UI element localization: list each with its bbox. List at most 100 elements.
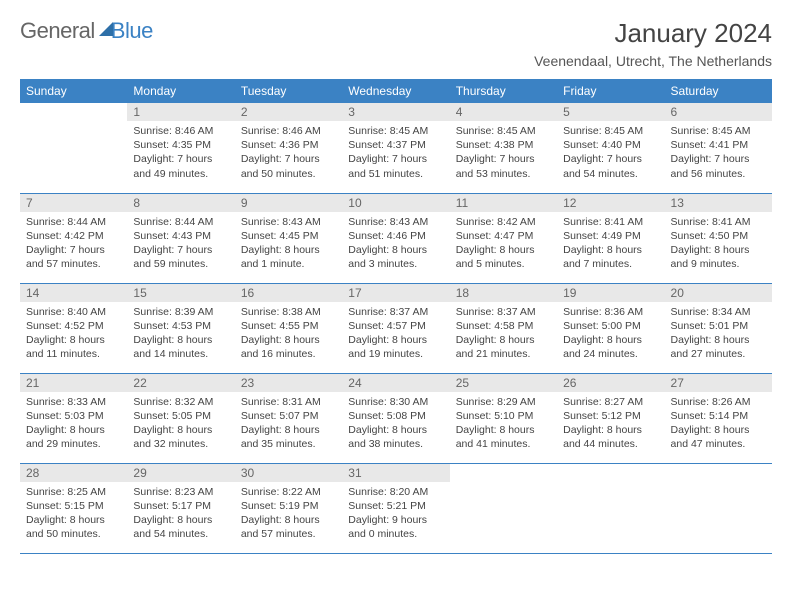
daylight-text: Daylight: 9 hours <box>348 513 443 527</box>
calendar-cell: 17Sunrise: 8:37 AMSunset: 4:57 PMDayligh… <box>342 283 449 373</box>
sunrise-text: Sunrise: 8:34 AM <box>671 305 766 319</box>
sunset-text: Sunset: 5:14 PM <box>671 409 766 423</box>
sunrise-text: Sunrise: 8:37 AM <box>456 305 551 319</box>
daylight-text: Daylight: 8 hours <box>563 333 658 347</box>
daylight-text: and 54 minutes. <box>133 527 228 541</box>
calendar-cell <box>450 463 557 553</box>
calendar-row: 21Sunrise: 8:33 AMSunset: 5:03 PMDayligh… <box>20 373 772 463</box>
daylight-text: Daylight: 8 hours <box>563 243 658 257</box>
day-header: Wednesday <box>342 79 449 103</box>
calendar-cell: 24Sunrise: 8:30 AMSunset: 5:08 PMDayligh… <box>342 373 449 463</box>
day-details: Sunrise: 8:34 AMSunset: 5:01 PMDaylight:… <box>665 302 772 366</box>
calendar-row: 1Sunrise: 8:46 AMSunset: 4:35 PMDaylight… <box>20 103 772 193</box>
daylight-text: and 35 minutes. <box>241 437 336 451</box>
daylight-text: and 3 minutes. <box>348 257 443 271</box>
sunset-text: Sunset: 4:42 PM <box>26 229 121 243</box>
daylight-text: Daylight: 8 hours <box>671 243 766 257</box>
calendar-cell: 31Sunrise: 8:20 AMSunset: 5:21 PMDayligh… <box>342 463 449 553</box>
calendar-cell: 7Sunrise: 8:44 AMSunset: 4:42 PMDaylight… <box>20 193 127 283</box>
logo-text-2: Blue <box>111 18 153 44</box>
day-details: Sunrise: 8:33 AMSunset: 5:03 PMDaylight:… <box>20 392 127 456</box>
sunrise-text: Sunrise: 8:37 AM <box>348 305 443 319</box>
day-details: Sunrise: 8:41 AMSunset: 4:50 PMDaylight:… <box>665 212 772 276</box>
day-number: 22 <box>127 374 234 392</box>
day-details: Sunrise: 8:20 AMSunset: 5:21 PMDaylight:… <box>342 482 449 546</box>
calendar-body: 1Sunrise: 8:46 AMSunset: 4:35 PMDaylight… <box>20 103 772 553</box>
calendar-cell: 9Sunrise: 8:43 AMSunset: 4:45 PMDaylight… <box>235 193 342 283</box>
sunset-text: Sunset: 4:57 PM <box>348 319 443 333</box>
calendar-cell: 22Sunrise: 8:32 AMSunset: 5:05 PMDayligh… <box>127 373 234 463</box>
sunset-text: Sunset: 4:41 PM <box>671 138 766 152</box>
day-details: Sunrise: 8:45 AMSunset: 4:40 PMDaylight:… <box>557 121 664 185</box>
day-number: 8 <box>127 194 234 212</box>
daylight-text: and 56 minutes. <box>671 167 766 181</box>
daylight-text: Daylight: 8 hours <box>133 513 228 527</box>
daylight-text: and 9 minutes. <box>671 257 766 271</box>
daylight-text: Daylight: 8 hours <box>563 423 658 437</box>
calendar-cell: 13Sunrise: 8:41 AMSunset: 4:50 PMDayligh… <box>665 193 772 283</box>
calendar-cell: 3Sunrise: 8:45 AMSunset: 4:37 PMDaylight… <box>342 103 449 193</box>
day-details: Sunrise: 8:43 AMSunset: 4:46 PMDaylight:… <box>342 212 449 276</box>
daylight-text: Daylight: 8 hours <box>241 243 336 257</box>
day-number: 20 <box>665 284 772 302</box>
sunset-text: Sunset: 5:08 PM <box>348 409 443 423</box>
day-details: Sunrise: 8:44 AMSunset: 4:42 PMDaylight:… <box>20 212 127 276</box>
daylight-text: and 44 minutes. <box>563 437 658 451</box>
day-number: 2 <box>235 103 342 121</box>
day-number: 7 <box>20 194 127 212</box>
day-details: Sunrise: 8:29 AMSunset: 5:10 PMDaylight:… <box>450 392 557 456</box>
daylight-text: and 53 minutes. <box>456 167 551 181</box>
daylight-text: and 11 minutes. <box>26 347 121 361</box>
calendar-cell: 10Sunrise: 8:43 AMSunset: 4:46 PMDayligh… <box>342 193 449 283</box>
day-details: Sunrise: 8:44 AMSunset: 4:43 PMDaylight:… <box>127 212 234 276</box>
calendar-cell: 16Sunrise: 8:38 AMSunset: 4:55 PMDayligh… <box>235 283 342 373</box>
daylight-text: Daylight: 8 hours <box>26 423 121 437</box>
sunrise-text: Sunrise: 8:41 AM <box>563 215 658 229</box>
daylight-text: Daylight: 8 hours <box>241 333 336 347</box>
calendar-cell: 28Sunrise: 8:25 AMSunset: 5:15 PMDayligh… <box>20 463 127 553</box>
calendar-cell <box>20 103 127 193</box>
day-details: Sunrise: 8:42 AMSunset: 4:47 PMDaylight:… <box>450 212 557 276</box>
sunrise-text: Sunrise: 8:44 AM <box>133 215 228 229</box>
daylight-text: and 49 minutes. <box>133 167 228 181</box>
day-number: 5 <box>557 103 664 121</box>
daylight-text: and 1 minute. <box>241 257 336 271</box>
day-details: Sunrise: 8:31 AMSunset: 5:07 PMDaylight:… <box>235 392 342 456</box>
day-number: 23 <box>235 374 342 392</box>
day-details: Sunrise: 8:45 AMSunset: 4:41 PMDaylight:… <box>665 121 772 185</box>
sunset-text: Sunset: 4:38 PM <box>456 138 551 152</box>
calendar-cell: 18Sunrise: 8:37 AMSunset: 4:58 PMDayligh… <box>450 283 557 373</box>
sunset-text: Sunset: 5:15 PM <box>26 499 121 513</box>
day-details: Sunrise: 8:36 AMSunset: 5:00 PMDaylight:… <box>557 302 664 366</box>
sunset-text: Sunset: 4:35 PM <box>133 138 228 152</box>
day-number: 28 <box>20 464 127 482</box>
sunset-text: Sunset: 4:36 PM <box>241 138 336 152</box>
calendar-cell: 5Sunrise: 8:45 AMSunset: 4:40 PMDaylight… <box>557 103 664 193</box>
daylight-text: and 50 minutes. <box>241 167 336 181</box>
sunrise-text: Sunrise: 8:46 AM <box>133 124 228 138</box>
daylight-text: Daylight: 7 hours <box>456 152 551 166</box>
day-number: 16 <box>235 284 342 302</box>
sunrise-text: Sunrise: 8:40 AM <box>26 305 121 319</box>
sunrise-text: Sunrise: 8:31 AM <box>241 395 336 409</box>
sunrise-text: Sunrise: 8:33 AM <box>26 395 121 409</box>
daylight-text: and 0 minutes. <box>348 527 443 541</box>
sunrise-text: Sunrise: 8:45 AM <box>671 124 766 138</box>
day-details: Sunrise: 8:26 AMSunset: 5:14 PMDaylight:… <box>665 392 772 456</box>
daylight-text: Daylight: 8 hours <box>133 423 228 437</box>
day-details: Sunrise: 8:30 AMSunset: 5:08 PMDaylight:… <box>342 392 449 456</box>
daylight-text: Daylight: 7 hours <box>671 152 766 166</box>
day-details: Sunrise: 8:46 AMSunset: 4:36 PMDaylight:… <box>235 121 342 185</box>
sunrise-text: Sunrise: 8:23 AM <box>133 485 228 499</box>
daylight-text: and 21 minutes. <box>456 347 551 361</box>
sunset-text: Sunset: 4:49 PM <box>563 229 658 243</box>
day-header: Thursday <box>450 79 557 103</box>
sunset-text: Sunset: 4:50 PM <box>671 229 766 243</box>
daylight-text: Daylight: 8 hours <box>241 423 336 437</box>
day-header: Tuesday <box>235 79 342 103</box>
day-number: 9 <box>235 194 342 212</box>
daylight-text: Daylight: 8 hours <box>348 423 443 437</box>
daylight-text: and 5 minutes. <box>456 257 551 271</box>
day-details: Sunrise: 8:46 AMSunset: 4:35 PMDaylight:… <box>127 121 234 185</box>
calendar-cell: 8Sunrise: 8:44 AMSunset: 4:43 PMDaylight… <box>127 193 234 283</box>
